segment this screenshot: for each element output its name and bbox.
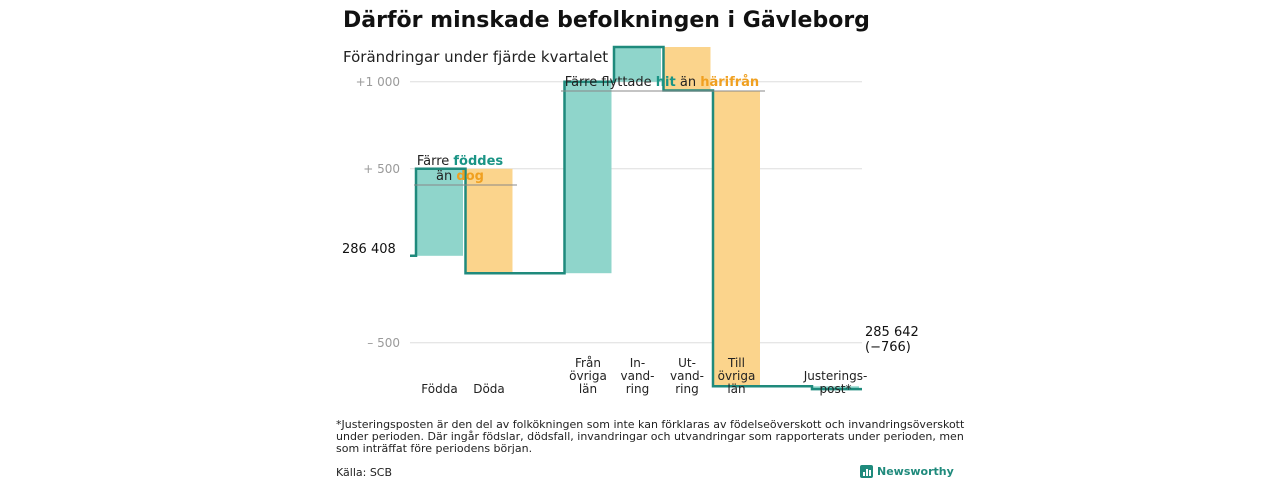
newsworthy-logo-text: Newsworthy [877,465,954,478]
bar-tillövrigalän [713,90,760,387]
source-label: Källa: SCB [336,466,392,479]
bar-födda [416,168,463,256]
bar-frånövrigalän [564,81,612,274]
y-axis-ticks: + 500 +1 000 – 500 [356,75,400,350]
category-label: Från [575,356,601,370]
bar-döda [465,168,513,274]
category-label: ring [626,382,650,396]
category-label: län [727,382,745,396]
bar-invandring [614,47,661,82]
chart-subtitle: Förändringar under fjärde kvartalet 2023 [343,48,651,66]
category-label: Justerings- [803,369,868,383]
births-annotation-line1: Färre föddes [417,154,504,169]
category-label: vand- [670,369,704,383]
y-tick-label: +1 000 [356,75,400,89]
category-label: övriga [569,369,607,383]
births-annotation: Färre föddes än dog [414,154,517,186]
start-label: 286 408 [342,242,396,257]
category-label: post* [820,382,852,396]
y-tick-label: + 500 [363,162,400,176]
bar-justeringspost [812,386,859,390]
category-label: vand- [620,369,654,383]
category-label: Födda [421,382,457,396]
y-tick-label: – 500 [367,336,400,350]
bars [416,47,859,390]
category-label: In- [630,356,645,370]
footnote-line2: under perioden. Där ingår födslar, dödsf… [336,430,964,443]
footnote-line1: *Justeringsposten är den del av folkökni… [336,418,965,431]
moves-annotation: Färre flyttade hit än härifrån [561,75,765,92]
category-label: ring [675,382,699,396]
end-label-total: 285 642 [865,325,919,340]
category-label: övriga [718,369,756,383]
bar-utvandring [663,47,711,91]
end-label-change: (−766) [865,340,911,355]
births-annotation-line2: än dog [436,169,484,184]
running-total-line [410,45,862,391]
chart-title: Därför minskade befolkningen i Gävleborg [343,8,870,33]
category-label: Döda [473,382,505,396]
category-labels: Födda DödaFrånövrigalänIn-vand-ringUt-van… [421,356,867,396]
category-label: Ut- [678,356,696,370]
moves-annotation-text: Färre flyttade hit än härifrån [565,75,759,90]
category-label: Till [727,356,745,370]
footnote-line3: som inträffat före periodens början. [336,442,532,455]
newsworthy-logo: Newsworthy [860,465,954,478]
category-label: län [579,382,597,396]
